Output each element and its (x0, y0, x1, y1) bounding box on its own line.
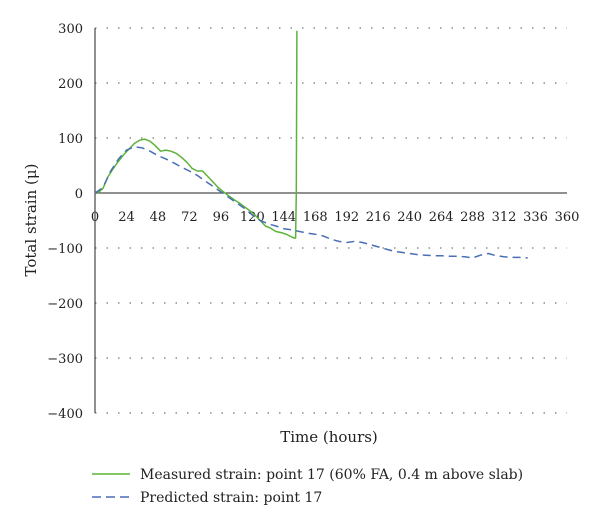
x-tick-label: 264 (429, 210, 454, 225)
y-tick-label: 100 (58, 132, 83, 147)
x-tick-label: 0 (91, 210, 99, 225)
x-tick-label: 120 (240, 210, 265, 225)
legend-label-measured: Measured strain: point 17 (60% FA, 0.4 m… (140, 467, 523, 483)
series-line-measured (97, 30, 298, 239)
y-tick-label: 0 (75, 187, 83, 202)
x-tick-label: 216 (366, 210, 391, 225)
x-tick-label: 48 (150, 210, 167, 225)
axes-layer (94, 28, 567, 413)
y-tick-label: −200 (47, 297, 83, 312)
series-line-predicted (94, 146, 528, 259)
x-tick-label: 360 (555, 210, 580, 225)
x-tick-label: 72 (181, 210, 198, 225)
y-tick-labels: 300 200 100 0 −100 −200 −300 −400 (47, 22, 83, 422)
x-tick-label: 168 (303, 210, 328, 225)
y-tick-label: 300 (58, 22, 83, 37)
x-tick-label: 240 (397, 210, 422, 225)
series-layer (94, 30, 528, 259)
legend: Measured strain: point 17 (60% FA, 0.4 m… (92, 467, 523, 506)
legend-label-predicted: Predicted strain: point 17 (140, 490, 322, 506)
y-tick-label: −300 (47, 352, 83, 367)
x-tick-label: 144 (271, 210, 296, 225)
x-tick-label: 312 (492, 210, 517, 225)
y-axis-title: Total strain (μ) (22, 164, 40, 277)
y-tick-label: −400 (47, 407, 83, 422)
y-tick-label: −100 (47, 242, 83, 257)
x-tick-label: 288 (460, 210, 485, 225)
x-tick-label: 24 (118, 210, 135, 225)
y-tick-label: 200 (58, 77, 83, 92)
x-tick-labels: 0 24 48 72 96 120 144 168 192 216 240 264 288 312 336 3… (91, 210, 580, 225)
x-tick-label: 336 (523, 210, 548, 225)
x-tick-label: 192 (334, 210, 359, 225)
x-axis-title: Time (hours) (280, 428, 378, 446)
x-tick-label: 96 (213, 210, 230, 225)
